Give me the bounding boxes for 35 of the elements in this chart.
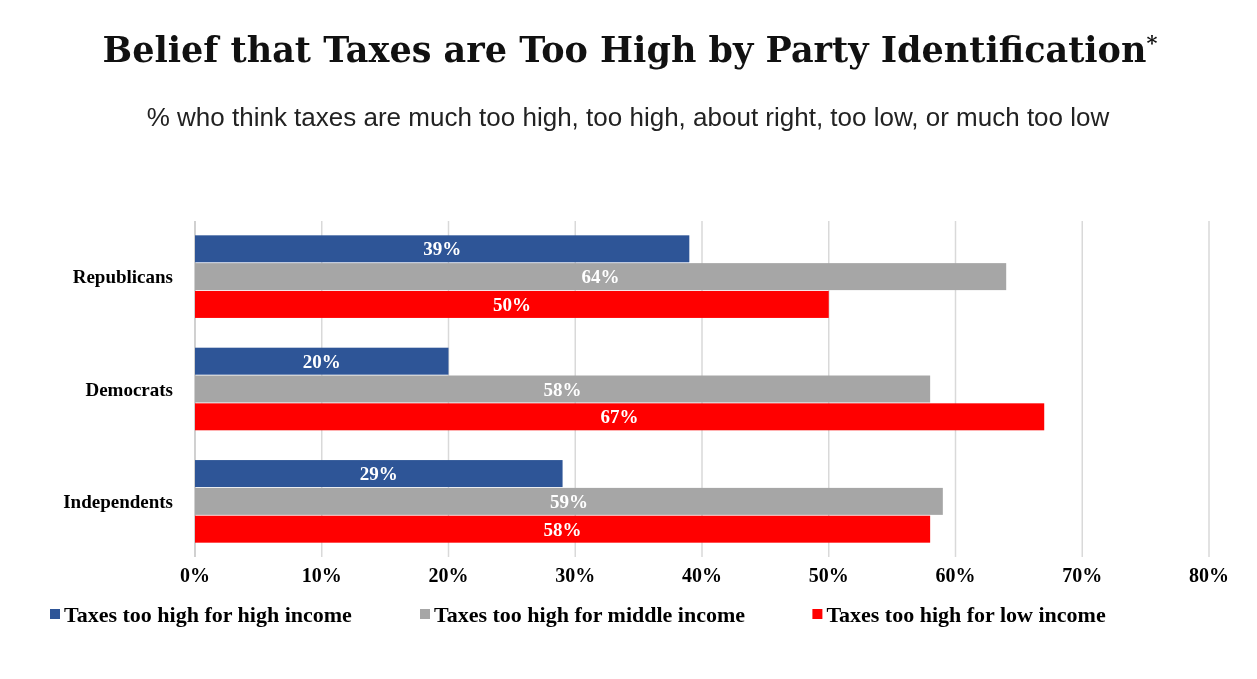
x-tick-label: 30% [555, 564, 596, 586]
bar [195, 403, 1045, 431]
bar [195, 347, 449, 375]
data-label: 67% [600, 406, 639, 428]
bar [195, 515, 931, 543]
x-tick-label: 60% [935, 564, 976, 586]
data-label: 64% [581, 266, 620, 288]
y-tick-label: Independents [63, 491, 173, 513]
data-label: 50% [492, 294, 531, 316]
data-label: 29% [359, 463, 398, 485]
bar [195, 263, 1007, 291]
bar [195, 375, 931, 403]
bar [195, 235, 690, 263]
chart-title: Belief that Taxes are Too High by Party Identification$^{*}$ [102, 29, 1158, 70]
x-tick-label: 50% [808, 564, 849, 586]
x-tick-label: 0% [180, 564, 210, 586]
y-tick-label: Democrats [85, 378, 173, 400]
data-label: 39% [423, 238, 462, 260]
y-tick-label: Republicans [72, 266, 173, 288]
data-label: 59% [549, 491, 588, 513]
data-label: 58% [543, 378, 582, 400]
legend-label: Taxes too high for high income [64, 601, 353, 627]
x-tick-label: 70% [1062, 564, 1103, 586]
chart-subtitle: % who think taxes are much too high, too high, about right, too low, or much too low [146, 102, 1110, 132]
data-label: 20% [302, 350, 341, 372]
bar [195, 487, 943, 515]
bar [195, 460, 563, 488]
x-tick-label: 20% [428, 564, 469, 586]
x-tick-label: 10% [301, 564, 342, 586]
legend-label: Taxes too high for low income [826, 601, 1106, 627]
legend-label: Taxes too high for middle income [434, 601, 746, 627]
data-label: 58% [543, 518, 582, 540]
bar [195, 290, 829, 318]
x-tick-label: 40% [682, 564, 722, 586]
x-tick-label: 80% [1189, 564, 1229, 586]
